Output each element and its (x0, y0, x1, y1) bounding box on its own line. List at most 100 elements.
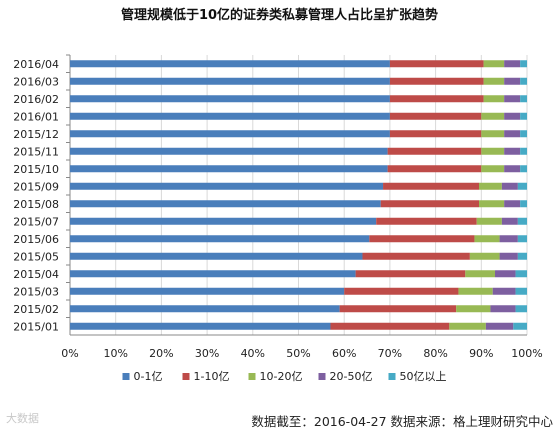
bar-segment (483, 95, 505, 103)
bar-segment (70, 147, 388, 155)
legend-label: 20-50亿 (330, 370, 373, 383)
bar-segment (520, 77, 527, 85)
x-tick-label: 40% (241, 347, 265, 360)
bar-segment (458, 287, 493, 295)
bar-segment (330, 322, 450, 330)
bar-segment (70, 95, 390, 103)
y-category-label: 2015/01 (13, 320, 59, 333)
x-tick-label: 60% (332, 347, 356, 360)
bar-segment (383, 182, 480, 190)
bar-segment (389, 60, 484, 68)
x-tick-label: 80% (423, 347, 447, 360)
bar-segment (389, 112, 482, 120)
y-category-label: 2016/02 (13, 93, 59, 106)
legend-swatch (122, 373, 130, 380)
y-category-label: 2015/07 (13, 215, 59, 228)
bar-segment (499, 252, 518, 260)
bar-segment (520, 200, 527, 208)
bar-segment (501, 182, 518, 190)
y-category-label: 2015/10 (13, 163, 59, 176)
bar-segment (70, 270, 356, 278)
bar-segment (70, 305, 340, 313)
bar-segment (389, 77, 484, 85)
legend-swatch (388, 373, 396, 380)
bar-segment (387, 165, 482, 173)
legend-label: 50亿以上 (400, 370, 447, 383)
bar-segment (481, 165, 505, 173)
watermark-text: 大数据 (6, 412, 39, 425)
bar-segment (504, 95, 521, 103)
bar-segment (520, 112, 527, 120)
bar-segment (504, 60, 521, 68)
bar-segment (515, 287, 527, 295)
bar-segment (339, 305, 457, 313)
bar-segment (449, 322, 486, 330)
bar-segment (70, 287, 345, 295)
legend-label: 1-10亿 (194, 370, 230, 383)
y-category-label: 2015/08 (13, 198, 59, 211)
bar-segment (520, 147, 527, 155)
bar-segment (474, 235, 500, 243)
bar-segment (504, 112, 521, 120)
footer-source: 数据截至：2016-04-27 数据来源：格上理财研究中心 (251, 414, 553, 429)
bar-segment (362, 252, 470, 260)
bar-segment (517, 217, 527, 225)
bar-segment (70, 252, 363, 260)
bar-segment (70, 77, 390, 85)
bar-segment (389, 130, 482, 138)
y-category-label: 2015/11 (13, 145, 59, 158)
bar-segment (380, 200, 480, 208)
bar-segment (456, 305, 491, 313)
bar-segment (70, 322, 331, 330)
bar-segment (483, 77, 505, 85)
x-tick-label: 70% (378, 347, 402, 360)
y-category-label: 2015/09 (13, 180, 59, 193)
bar-segment (483, 60, 505, 68)
x-tick-label: 90% (469, 347, 493, 360)
bar-segment (499, 235, 518, 243)
bar-segment (70, 217, 377, 225)
bar-segment (517, 252, 527, 260)
bar-segment (517, 235, 527, 243)
bar-segment (70, 235, 370, 243)
bar-segment (515, 270, 527, 278)
y-category-label: 2015/03 (13, 285, 59, 298)
bar-segment (369, 235, 475, 243)
bar-segment (344, 287, 459, 295)
bar-segment (504, 200, 521, 208)
bar-segment (70, 182, 384, 190)
x-tick-label: 10% (103, 347, 127, 360)
bar-segment (70, 130, 390, 138)
bar-segment (517, 182, 527, 190)
bar-segment (387, 147, 482, 155)
y-category-label: 2016/01 (13, 110, 59, 123)
bar-segment (481, 130, 505, 138)
bar-segment (520, 95, 527, 103)
y-category-label: 2015/12 (13, 128, 59, 141)
bar-segment (479, 200, 505, 208)
x-tick-label: 50% (286, 347, 310, 360)
bar-segment (513, 322, 527, 330)
bar-segment (70, 60, 390, 68)
bar-segment (465, 270, 496, 278)
y-category-label: 2015/02 (13, 303, 59, 316)
bar-segment (70, 200, 381, 208)
legend-label: 10-20亿 (260, 370, 303, 383)
bar-segment (70, 112, 390, 120)
y-category-label: 2016/03 (13, 75, 59, 88)
bar-segment (485, 322, 514, 330)
x-tick-label: 100% (511, 347, 542, 360)
y-category-label: 2015/05 (13, 250, 59, 263)
x-tick-label: 30% (195, 347, 219, 360)
bar-segment (504, 130, 521, 138)
bar-segment (355, 270, 466, 278)
chart-title: 管理规模低于10亿的证券类私募管理人占比呈扩张趋势 (120, 8, 439, 23)
y-category-label: 2015/04 (13, 268, 59, 281)
bar-segment (515, 305, 527, 313)
bar-segment (70, 165, 388, 173)
bar-segment (520, 130, 527, 138)
legend-label: 0-1亿 (134, 370, 163, 383)
bar-segment (520, 60, 527, 68)
